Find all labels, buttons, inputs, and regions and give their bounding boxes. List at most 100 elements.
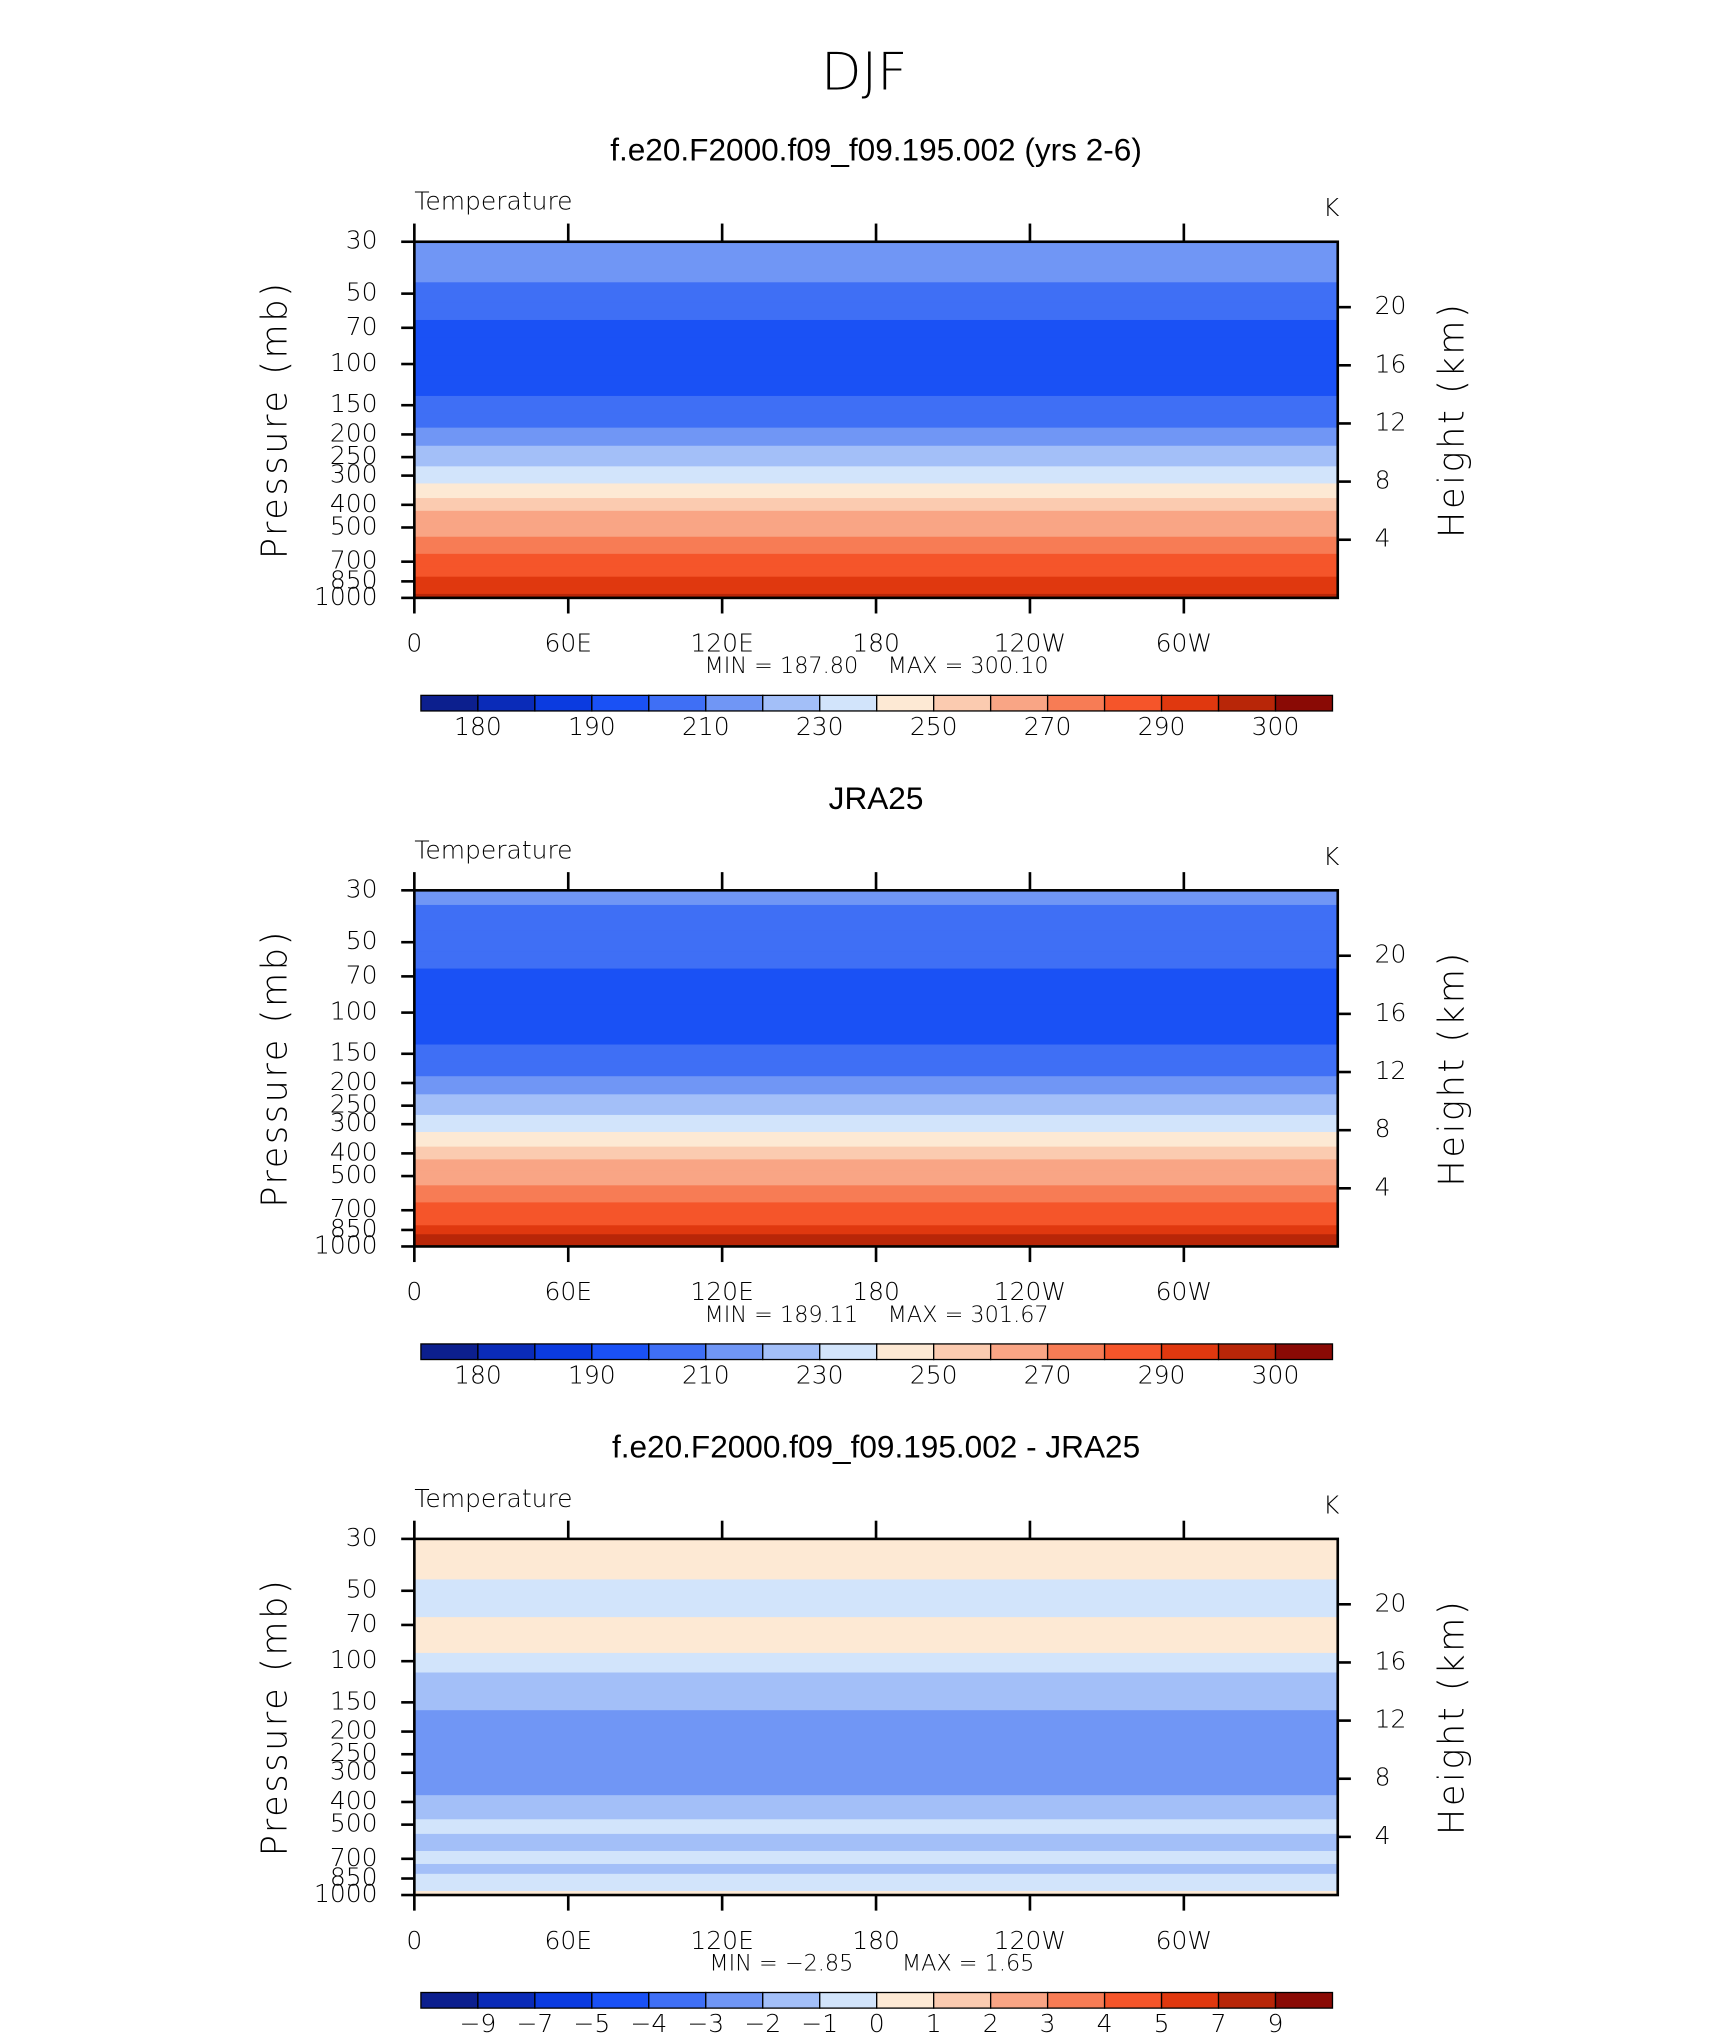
colorbar-label: −1 [801, 2009, 838, 2038]
y-tick-label: 250 [330, 1738, 378, 1767]
y-tick-label: 50 [346, 1575, 378, 1604]
colorbar-label: 4 [1097, 2009, 1113, 2038]
y-tick-label: 250 [330, 441, 378, 470]
colorbar-box [648, 1991, 707, 2009]
y-tick-label: 200 [330, 419, 378, 448]
colorbar-label: 290 [1138, 712, 1186, 741]
x-tick-label: 60W [1156, 629, 1212, 658]
panel-title: f.e20.F2000.f09_f09.195.002 - JRA25 [612, 1430, 1140, 1465]
contour-band [414, 1693, 1338, 1711]
colorbar-label: 5 [1154, 2009, 1170, 2038]
contour-band [414, 445, 1338, 467]
contour-band [414, 1882, 1338, 1892]
x-tick-label: 180 [852, 629, 900, 658]
x-tick-label: 0 [406, 1926, 422, 1955]
colorbar-box [591, 1991, 650, 2009]
colorbar-label: 180 [454, 712, 502, 741]
colorbar-box [1046, 1991, 1106, 2009]
y-tick-label: 150 [330, 1686, 378, 1715]
colorbar-box [1160, 694, 1220, 712]
contour-band [414, 986, 1338, 1005]
colorbar-box [1103, 694, 1163, 712]
contour-band [414, 1242, 1338, 1248]
contour-band [414, 553, 1338, 568]
max-text: MAX = 1.65 [902, 1950, 1035, 1976]
y2-axis-label: Height (km) [1431, 950, 1472, 1186]
colorbar-box [876, 694, 935, 712]
contour-band [414, 1225, 1338, 1235]
right-title: K [1323, 193, 1339, 222]
left-title: Temperature [414, 835, 572, 864]
x-tick-label: 60E [544, 1926, 592, 1955]
contour-band [414, 566, 1338, 578]
contour-band [414, 1672, 1338, 1694]
y-tick-label: 30 [346, 226, 378, 255]
y2-tick-label: 4 [1375, 1172, 1391, 1201]
y-tick-label: 300 [330, 460, 378, 489]
contour-band [414, 337, 1338, 357]
contour-band [414, 1094, 1338, 1116]
contour-band [414, 1617, 1338, 1636]
min-text: MIN = −2.85 [709, 1950, 853, 1976]
colorbar-box [762, 1991, 821, 2009]
colorbar-label: 250 [910, 712, 958, 741]
max-text: MAX = 300.10 [888, 653, 1049, 679]
x-tick-label: 120W [994, 1277, 1066, 1306]
colorbar-label: 250 [910, 1361, 958, 1390]
colorbar-box [420, 1343, 479, 1361]
contour-band [414, 1724, 1338, 1744]
contour-band [414, 1795, 1338, 1809]
colorbar-label: −4 [630, 2009, 667, 2038]
colorbar-box [1217, 1343, 1277, 1361]
colorbar-box [477, 1991, 536, 2009]
colorbar-box [420, 694, 479, 712]
contour-band [414, 1076, 1338, 1095]
colorbar-box [933, 694, 992, 712]
figure-title: DJF [821, 42, 907, 103]
contour-band [414, 1780, 1338, 1796]
colorbar-label: 0 [869, 2009, 885, 2038]
x-tick-label: 60E [544, 1277, 592, 1306]
colorbar-box [477, 1343, 536, 1361]
contour-band [414, 1061, 1338, 1077]
contour-band [414, 1538, 1338, 1555]
y-tick-label: 150 [330, 1038, 378, 1067]
colorbar-box [420, 1991, 479, 2009]
y-tick-label: 500 [330, 512, 378, 541]
contour-band [414, 593, 1338, 599]
colorbar-box [819, 694, 878, 712]
contour-band [414, 282, 1338, 304]
contour-band [414, 1159, 1338, 1172]
y-tick-label: 50 [346, 926, 378, 955]
x-tick-label: 120E [690, 1926, 753, 1955]
colorbar-label: 300 [1252, 712, 1300, 741]
contour-band [414, 256, 1338, 283]
contour-band [414, 1170, 1338, 1186]
colorbar-label: −2 [744, 2009, 781, 2038]
colorbar-label: −9 [459, 2009, 496, 2038]
y2-tick-label: 8 [1375, 1763, 1391, 1792]
contour-band [414, 1873, 1338, 1884]
contour-band [414, 890, 1338, 906]
contour-band [414, 1185, 1338, 1204]
colorbar-label: 270 [1024, 1361, 1072, 1390]
colorbar-box [534, 1343, 593, 1361]
contour-band [414, 395, 1338, 414]
y-tick-label: 1000 [314, 1231, 378, 1260]
colorbar-box [933, 1343, 992, 1361]
y-tick-label: 850 [330, 565, 378, 594]
contour-band [414, 1600, 1338, 1618]
contour-band [414, 576, 1338, 587]
colorbar-box [705, 694, 764, 712]
contour-band [414, 1742, 1338, 1765]
contour-band [414, 1833, 1338, 1852]
y-tick-label: 1000 [314, 582, 378, 611]
y2-axis-label: Height (km) [1431, 302, 1472, 538]
colorbar-label: 270 [1024, 712, 1072, 741]
colorbar-label: −7 [516, 2009, 553, 2038]
colorbar-box [1103, 1991, 1163, 2009]
contour-band [414, 302, 1338, 321]
colorbar-box [591, 694, 650, 712]
colorbar-box [705, 1991, 764, 2009]
